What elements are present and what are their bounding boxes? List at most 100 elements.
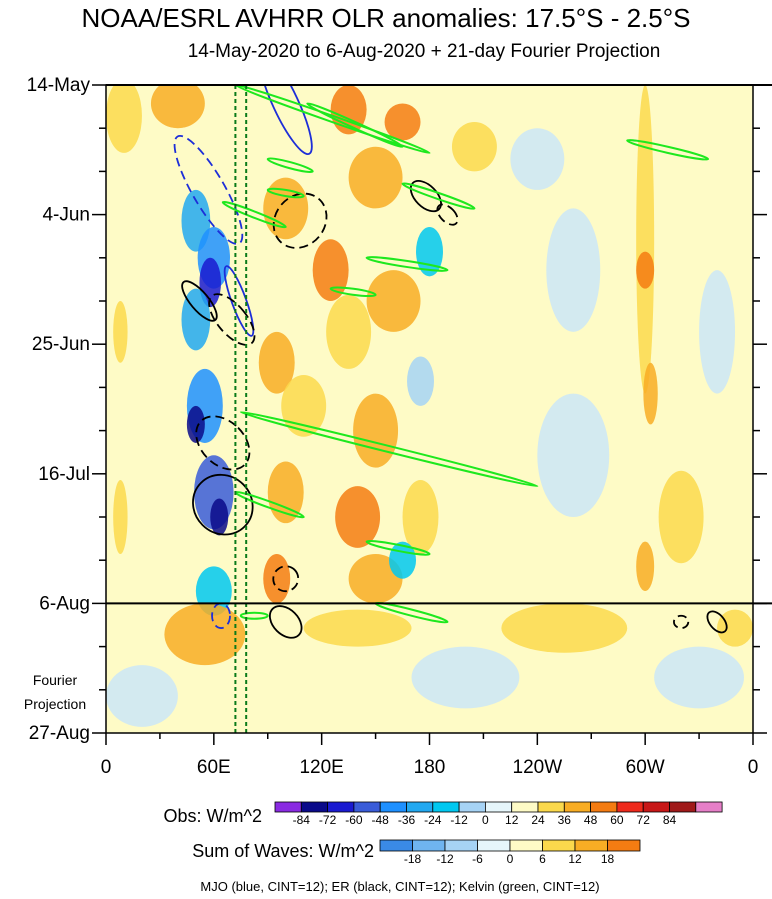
obs-colorbar: Obs: W/m^2 -84 -72 -60 -48 -36 -24 -12 0 12 24 36 4… (164, 801, 723, 827)
obs-colorbar-boxes: -84 -72 -60 -48 -36 -24 -12 0 12 24 36 48 60 72 84 (274, 801, 723, 827)
anomaly-cell-33 (717, 609, 753, 647)
er-contour-5 (409, 180, 442, 213)
waves-colorbar-box-7 (607, 839, 641, 852)
waves-colorbar-label: Sum of Waves: W/m^2 (192, 841, 374, 861)
y-tick-label-2: 25-Jun (32, 334, 90, 355)
waves-colorbar-box-0 (379, 839, 413, 852)
kelvin-contour-5 (401, 182, 476, 210)
anomaly-cell-38 (546, 208, 601, 332)
chart-title: NOAA/ESRL AVHRR OLR anomalies: 17.5°S - … (82, 3, 691, 33)
obs-colorbar-box-9 (511, 801, 539, 813)
kelvin-contour-13 (239, 611, 269, 620)
x-tick-label-0: 0 (101, 757, 112, 778)
obs-colorbar-tick-label-11: 48 (584, 813, 598, 827)
mjo-contour-0 (173, 134, 244, 245)
er-contour-1 (208, 293, 256, 346)
anomaly-cell-43 (113, 301, 128, 363)
anomaly-cell-14 (326, 294, 372, 369)
waves-colorbar-box-5 (542, 839, 576, 852)
anomaly-cell-0 (106, 85, 142, 153)
obs-colorbar-box-6 (432, 801, 460, 813)
y-tick-label-4: 6-Aug (39, 593, 90, 614)
obs-colorbar-tick-label-6: -12 (450, 813, 468, 827)
obs-colorbar-tick-label-13: 72 (637, 813, 651, 827)
anomaly-cell-44 (113, 479, 128, 555)
anomaly-cell-24 (335, 486, 381, 548)
waves-colorbar-box-6 (574, 839, 608, 852)
anomaly-cell-42 (654, 646, 745, 709)
kelvin-contour-12 (626, 139, 710, 161)
waves-colorbar-boxes: -18 -12 -6 0 6 12 18 (379, 839, 641, 866)
obs-colorbar-tick-label-0: -84 (293, 813, 311, 827)
anomaly-cell-11 (312, 239, 349, 301)
anomaly-cell-45 (699, 270, 736, 394)
anomaly-cell-18 (281, 375, 327, 437)
er-contour-3 (192, 473, 254, 536)
x-axis: 0 60E 120E 180 120W 60W 0 (101, 733, 759, 778)
obs-colorbar-box-2 (327, 801, 355, 813)
mjo-contour-1 (258, 85, 313, 156)
anomaly-cell-20 (407, 356, 434, 406)
kelvin-contour-7 (329, 286, 377, 298)
obs-colorbar-box-16 (695, 801, 723, 813)
anomaly-cell-32 (501, 603, 628, 653)
anomaly-cell-34 (636, 85, 655, 394)
anomaly-cell-26 (348, 554, 403, 604)
obs-colorbar-box-12 (590, 801, 618, 813)
x-tick-label-2: 120E (299, 757, 343, 778)
anomaly-cell-23 (267, 461, 304, 524)
footer-legend-text: MJO (blue, CINT=12); ER (black, CINT=12)… (200, 879, 599, 894)
chart-subtitle: 14-May-2020 to 6-Aug-2020 + 21-day Fouri… (188, 41, 661, 62)
waves-colorbar-tick-label-2: -6 (472, 852, 483, 866)
obs-colorbar-box-14 (642, 801, 670, 813)
anomaly-cell-39 (537, 393, 610, 517)
anomaly-cell-15 (258, 331, 295, 394)
er-contour-6 (436, 203, 459, 226)
obs-colorbar-box-13 (616, 801, 644, 813)
kelvin-contour-4 (266, 187, 305, 199)
er-contour-10 (706, 610, 728, 634)
obs-colorbar-tick-label-12: 60 (610, 813, 624, 827)
waves-colorbar-tick-label-5: 12 (568, 852, 582, 866)
anomaly-cell-4 (384, 103, 421, 141)
waves-colorbar-tick-label-3: 0 (507, 852, 514, 866)
waves-colorbar-box-1 (412, 839, 446, 852)
kelvin-contour-1 (306, 102, 404, 148)
anomaly-cell-10 (263, 177, 309, 240)
x-tick-label-4: 120W (513, 757, 563, 778)
obs-colorbar-box-5 (406, 801, 434, 813)
waves-colorbar-tick-label-0: -18 (404, 852, 422, 866)
wave-contours (173, 85, 728, 639)
obs-colorbar-box-1 (300, 801, 328, 813)
x-tick-label-6: 0 (748, 757, 759, 778)
anomaly-cell-47 (510, 128, 565, 190)
kelvin-contour-8 (239, 410, 539, 488)
y-axis: 14-May 4-Jun 25-Jun 16-Jul 6-Aug 27-Aug (27, 75, 767, 744)
obs-colorbar-tick-label-1: -72 (319, 813, 337, 827)
anomaly-cell-28 (263, 554, 291, 604)
er-contour-9 (673, 614, 690, 629)
y-tick-label-3: 16-Jul (38, 464, 90, 485)
projection-label-line1: Fourier (33, 672, 78, 688)
obs-colorbar-tick-label-9: 24 (531, 813, 545, 827)
anomaly-cell-5 (451, 122, 497, 172)
kelvin-contour-3 (266, 157, 314, 174)
anomaly-cells (106, 85, 753, 727)
anomaly-cell-22 (210, 498, 229, 536)
obs-colorbar-box-11 (563, 801, 591, 813)
anomaly-cell-30 (164, 603, 246, 666)
waves-colorbar-box-4 (509, 839, 543, 852)
obs-colorbar-tick-label-5: -24 (424, 813, 442, 827)
obs-colorbar-box-8 (484, 801, 513, 813)
anomaly-cell-25 (402, 479, 439, 555)
waves-colorbar-tick-label-1: -12 (436, 852, 454, 866)
waves-colorbar-box-3 (477, 839, 511, 852)
er-contour-7 (272, 565, 300, 593)
anomaly-cell-3 (348, 146, 403, 209)
obs-colorbar-tick-label-3: -48 (372, 813, 390, 827)
x-tick-label-1: 60E (197, 757, 231, 778)
waves-colorbar-tick-label-6: 18 (601, 852, 615, 866)
anomaly-cell-1 (150, 85, 205, 129)
x-tick-label-3: 180 (414, 757, 446, 778)
